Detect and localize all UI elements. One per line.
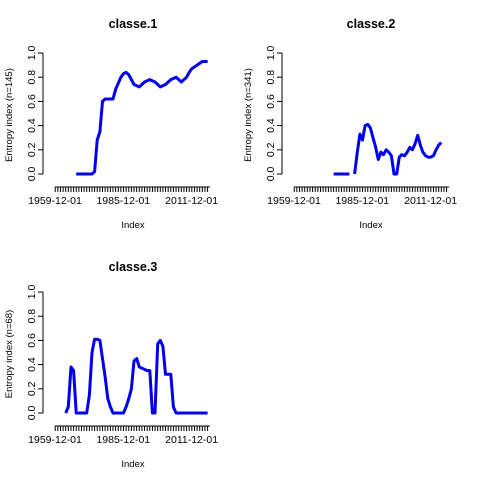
y-tick-label: 0.8 (26, 70, 38, 85)
chart-title: classe.3 (109, 260, 158, 274)
x-axis-label: Index (121, 220, 144, 231)
y-axis-label: Entropy index (n=68) (4, 310, 15, 398)
y-axis-label: Entropy index (n=341) (243, 68, 254, 162)
y-tick-label: 0.4 (265, 118, 277, 133)
y-tick-label: 0.2 (26, 142, 38, 157)
y-tick-label: 0.6 (26, 333, 38, 348)
y-tick-label: 0.8 (26, 309, 38, 324)
series-line (76, 60, 208, 176)
x-tick-label: 1985-12-01 (335, 195, 389, 207)
y-tick-label: 0.2 (26, 381, 38, 396)
y-tick-label: 0.0 (26, 167, 38, 182)
series-line (333, 122, 443, 176)
panel-classe-1: classe.1 Entropy index (n=145) Index 0.0… (4, 17, 218, 231)
x-tick-label: 1959-12-01 (28, 195, 82, 207)
y-tick-label: 0.0 (265, 167, 277, 182)
x-tick-label: 1985-12-01 (96, 195, 150, 207)
x-tick-label: 2011-12-01 (165, 195, 218, 207)
chart-title: classe.2 (347, 17, 396, 31)
y-tick-label: 0.4 (26, 118, 38, 133)
x-tick-label: 1959-12-01 (28, 434, 82, 446)
x-axis-label: Index (121, 459, 144, 470)
x-tick-label: 2011-12-01 (165, 434, 218, 446)
panel-classe-2: classe.2 Entropy index (n=341) Index 0.0… (243, 17, 457, 231)
x-tick-label: 1985-12-01 (96, 434, 150, 446)
x-axis-label: Index (359, 220, 382, 231)
chart-title: classe.1 (109, 17, 158, 31)
x-tick-label: 2011-12-01 (404, 195, 457, 207)
y-tick-label: 0.8 (265, 70, 277, 85)
y-tick-label: 1.0 (26, 46, 38, 61)
y-tick-label: 0.4 (26, 357, 38, 372)
y-tick-label: 0.0 (26, 406, 38, 421)
y-tick-label: 1.0 (26, 285, 38, 300)
x-tick-label: 1959-12-01 (267, 195, 321, 207)
y-axis-label: Entropy index (n=145) (4, 68, 15, 162)
y-tick-label: 1.0 (265, 46, 277, 61)
panel-classe-3: classe.3 Entropy index (n=68) Index 0.0 0… (4, 260, 218, 470)
y-tick-label: 0.2 (265, 142, 277, 157)
series-line (64, 337, 208, 415)
y-tick-label: 0.6 (26, 94, 38, 109)
y-tick-label: 0.6 (265, 94, 277, 109)
